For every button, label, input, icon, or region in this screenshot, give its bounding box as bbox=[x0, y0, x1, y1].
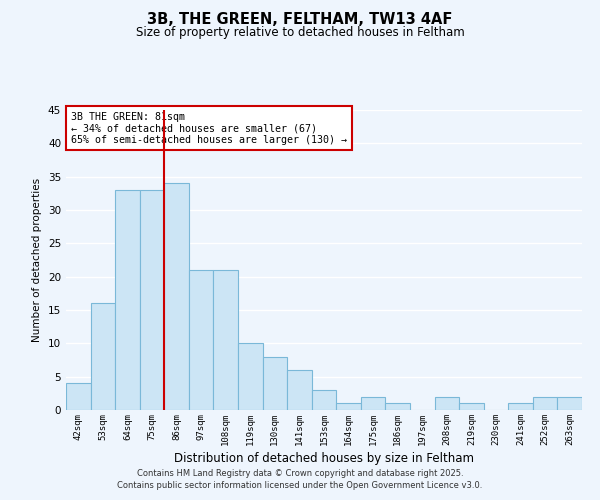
Bar bbox=[238, 344, 263, 410]
Text: Contains public sector information licensed under the Open Government Licence v3: Contains public sector information licen… bbox=[118, 481, 482, 490]
Y-axis label: Number of detached properties: Number of detached properties bbox=[32, 178, 43, 342]
Bar bbox=[336, 404, 361, 410]
Bar bbox=[434, 396, 459, 410]
Text: Contains HM Land Registry data © Crown copyright and database right 2025.: Contains HM Land Registry data © Crown c… bbox=[137, 468, 463, 477]
Bar bbox=[91, 304, 115, 410]
Bar bbox=[508, 404, 533, 410]
Bar bbox=[140, 190, 164, 410]
Bar bbox=[361, 396, 385, 410]
Bar bbox=[214, 270, 238, 410]
X-axis label: Distribution of detached houses by size in Feltham: Distribution of detached houses by size … bbox=[174, 452, 474, 465]
Bar bbox=[115, 190, 140, 410]
Bar bbox=[66, 384, 91, 410]
Bar bbox=[385, 404, 410, 410]
Bar bbox=[533, 396, 557, 410]
Text: 3B THE GREEN: 81sqm
← 34% of detached houses are smaller (67)
65% of semi-detach: 3B THE GREEN: 81sqm ← 34% of detached ho… bbox=[71, 112, 347, 144]
Bar bbox=[312, 390, 336, 410]
Text: 3B, THE GREEN, FELTHAM, TW13 4AF: 3B, THE GREEN, FELTHAM, TW13 4AF bbox=[148, 12, 452, 28]
Bar bbox=[557, 396, 582, 410]
Text: Size of property relative to detached houses in Feltham: Size of property relative to detached ho… bbox=[136, 26, 464, 39]
Bar bbox=[164, 184, 189, 410]
Bar bbox=[189, 270, 214, 410]
Bar bbox=[287, 370, 312, 410]
Bar bbox=[263, 356, 287, 410]
Bar bbox=[459, 404, 484, 410]
